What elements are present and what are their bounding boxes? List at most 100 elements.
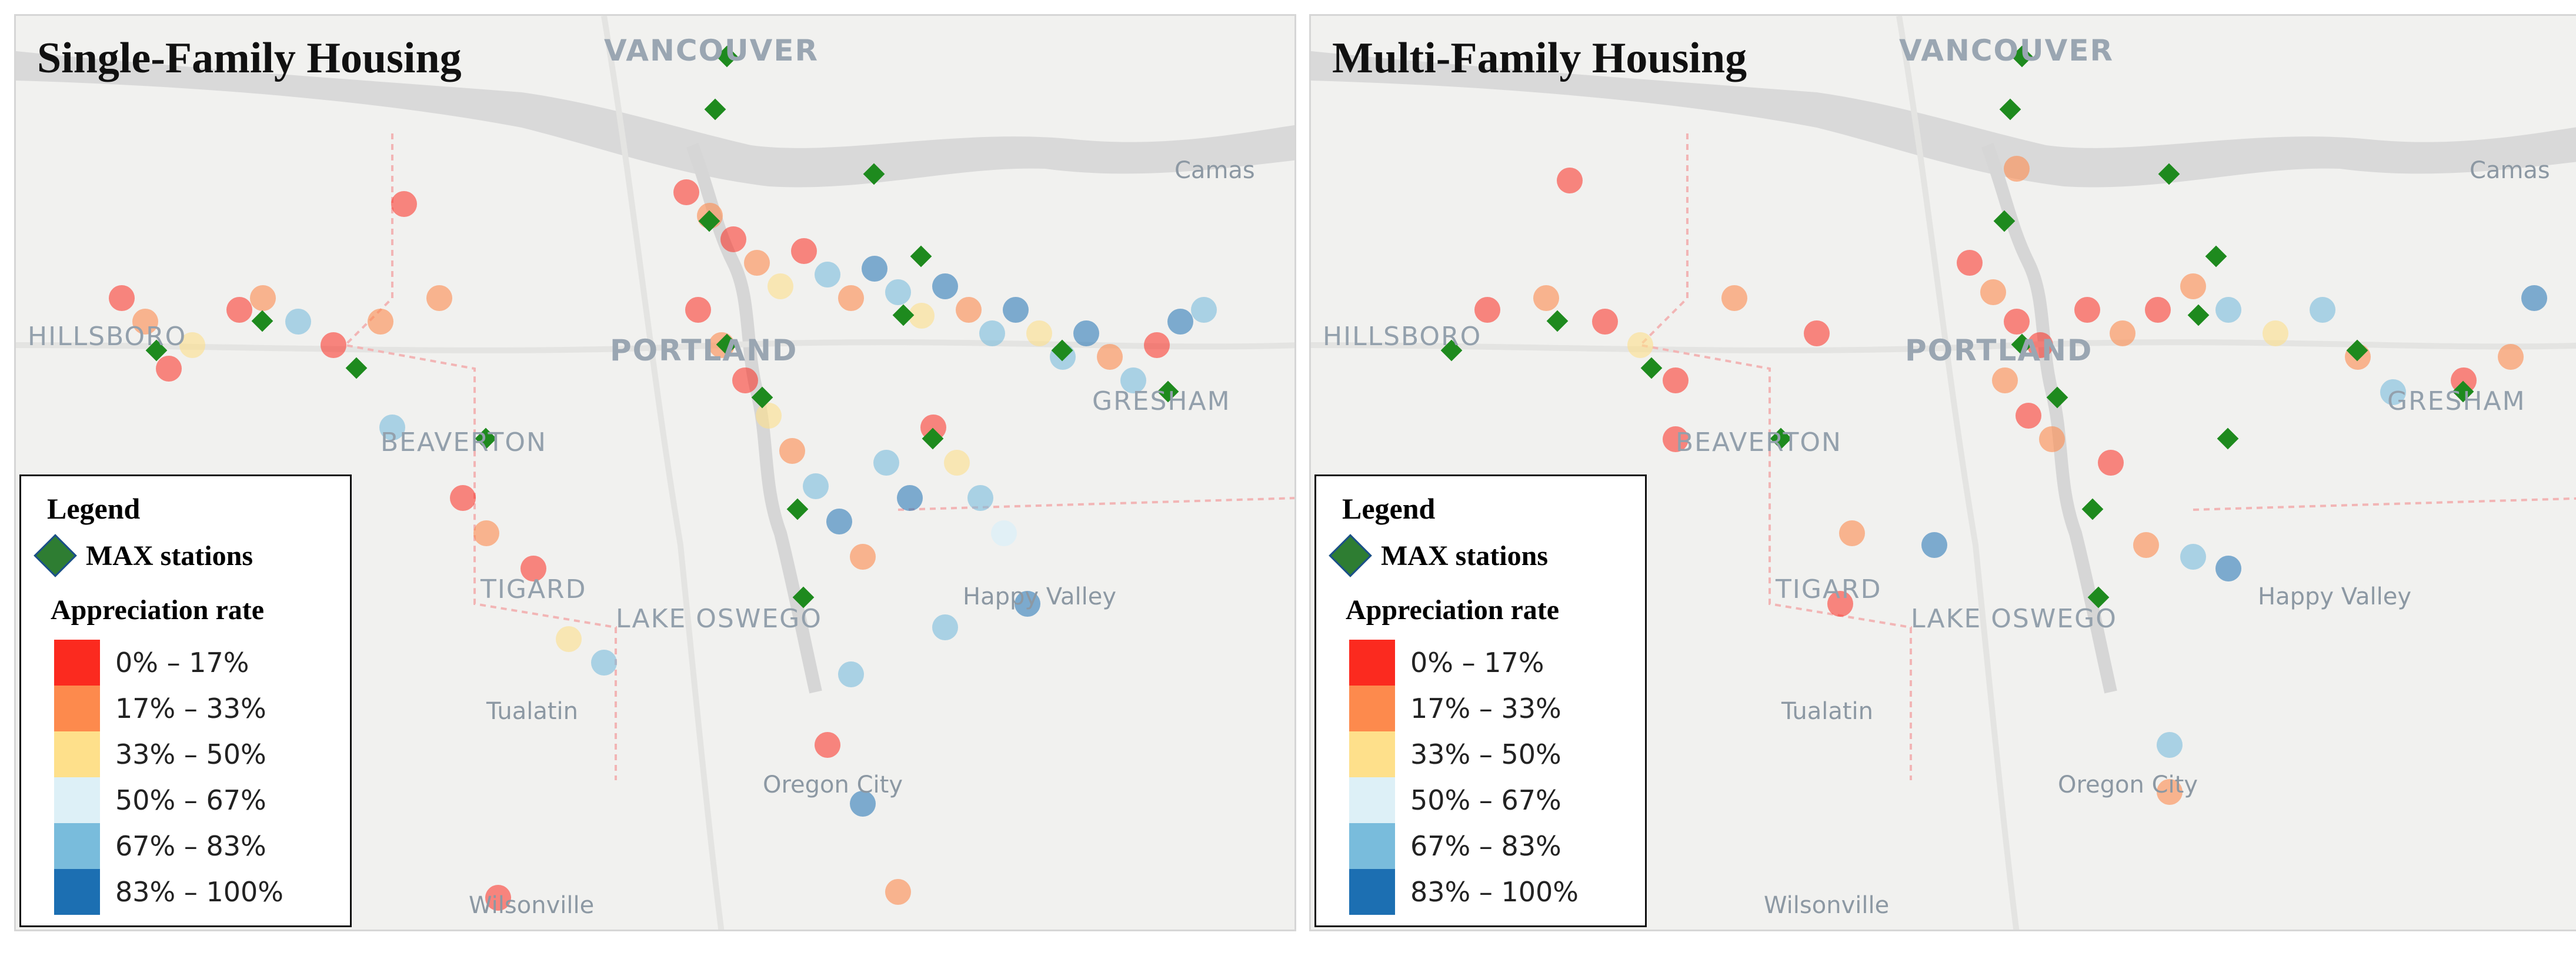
- legend-row-label: 33% – 50%: [1410, 738, 1561, 770]
- legend-swatch: [1349, 731, 1395, 777]
- legend-rate-title: Appreciation rate: [1346, 594, 1560, 626]
- property-point: [450, 485, 476, 511]
- columbia-river: [16, 51, 1294, 188]
- max-station: [475, 427, 497, 450]
- city-label-camas: Camas: [2470, 157, 2550, 184]
- city-label-vancouver: VANCOUVER: [1899, 34, 2114, 68]
- legend-row: 17% – 33%: [54, 686, 283, 731]
- legend-row-label: 50% – 67%: [1410, 784, 1561, 816]
- property-point: [2157, 779, 2183, 805]
- property-point: [2004, 309, 2030, 335]
- panel-title: Multi-Family Housing: [1332, 34, 1747, 82]
- map-panel-single-family[interactable]: Single-Family Housing VANCOUVER Camas HI…: [14, 14, 1296, 931]
- property-point: [1827, 591, 1853, 617]
- city-label-portland: PORTLAND: [610, 333, 798, 367]
- property-point: [756, 403, 782, 429]
- highway: [1311, 339, 2576, 353]
- property-point: [1721, 285, 1747, 311]
- map-panel-multi-family[interactable]: Multi-Family Housing VANCOUVER Camas HIL…: [1309, 14, 2576, 931]
- legend-row: 0% – 17%: [1349, 640, 1579, 686]
- legend-row: 33% – 50%: [1349, 731, 1579, 777]
- property-point: [779, 438, 805, 464]
- max-station: [863, 163, 885, 185]
- property-point: [815, 262, 840, 288]
- property-point: [1957, 250, 1983, 276]
- property-point: [2074, 297, 2100, 323]
- legend-row-label: 67% – 83%: [115, 830, 266, 862]
- property-point: [967, 485, 993, 511]
- property-point: [368, 309, 393, 335]
- property-point: [556, 626, 582, 652]
- property-point: [873, 450, 899, 476]
- property-point: [1015, 591, 1040, 617]
- max-station: [716, 45, 738, 68]
- property-point: [1003, 297, 1029, 323]
- city-label-tigard: TIGARD: [481, 574, 587, 604]
- property-point: [1191, 297, 1217, 323]
- property-point: [956, 297, 982, 323]
- legend-title: Legend: [47, 492, 141, 525]
- legend-swatch: [1349, 823, 1395, 869]
- city-label-hillsboro: HILLSBORO: [28, 322, 187, 352]
- city-label-gresham: GRESHAM: [1092, 386, 1231, 416]
- property-point: [1592, 309, 1618, 335]
- max-station: [1770, 427, 1792, 450]
- property-point: [285, 309, 311, 335]
- property-point: [2098, 450, 2124, 476]
- property-point: [2133, 532, 2159, 558]
- property-point: [473, 520, 499, 546]
- max-station: [1999, 98, 2021, 121]
- max-station: [2011, 333, 2033, 356]
- property-point: [685, 297, 711, 323]
- max-station: [2217, 427, 2239, 450]
- city-label-wilsonville: Wilsonville: [469, 892, 595, 919]
- basemap: [1311, 16, 2576, 930]
- legend-row-label: 67% – 83%: [1410, 830, 1561, 862]
- max-station: [2081, 498, 2104, 520]
- property-point: [838, 285, 864, 311]
- max-station: [792, 586, 815, 609]
- legend-swatch: [54, 686, 100, 731]
- property-point: [768, 273, 793, 299]
- max-stations: [145, 45, 1179, 609]
- property-point: [2521, 285, 2547, 311]
- property-point: [720, 226, 746, 252]
- city-label-camas: Camas: [1174, 157, 1255, 184]
- price-points: [1474, 156, 2547, 805]
- property-point: [1144, 332, 1170, 358]
- legend-station-label: MAX stations: [86, 540, 253, 571]
- legend-rate-title: Appreciation rate: [51, 594, 265, 626]
- legend-row-label: 17% – 33%: [1410, 693, 1561, 724]
- max-station-icon: [1329, 534, 1372, 577]
- legend-swatch: [1349, 686, 1395, 731]
- property-point: [850, 544, 876, 570]
- legend: Legend MAX stations Appreciation rate 0%…: [19, 474, 352, 927]
- property-point: [109, 285, 135, 311]
- property-point: [1992, 367, 2018, 393]
- max-station: [2346, 339, 2368, 362]
- property-point: [885, 879, 911, 905]
- max-station: [2046, 386, 2068, 409]
- property-point: [2498, 344, 2524, 370]
- property-point: [1026, 320, 1052, 346]
- property-point: [2215, 556, 2241, 581]
- property-point: [1980, 279, 2006, 305]
- max-station: [910, 245, 932, 268]
- property-point: [1120, 367, 1146, 393]
- max-station: [1993, 210, 2016, 232]
- property-point: [932, 614, 958, 640]
- property-point: [1557, 168, 1583, 193]
- max-station: [2452, 380, 2474, 403]
- property-point: [1533, 285, 1559, 311]
- city-label-tualatin: Tualatin: [1781, 698, 1873, 725]
- property-point: [979, 320, 1005, 346]
- max-station: [1440, 339, 1463, 362]
- city-label-gresham: GRESHAM: [2387, 386, 2526, 416]
- property-point: [250, 285, 276, 311]
- property-point: [2027, 332, 2053, 358]
- property-point: [2157, 732, 2183, 758]
- legend-row: 67% – 83%: [54, 823, 283, 869]
- legend-station-label: MAX stations: [1381, 540, 1548, 571]
- property-point: [1097, 344, 1123, 370]
- property-point: [520, 556, 546, 581]
